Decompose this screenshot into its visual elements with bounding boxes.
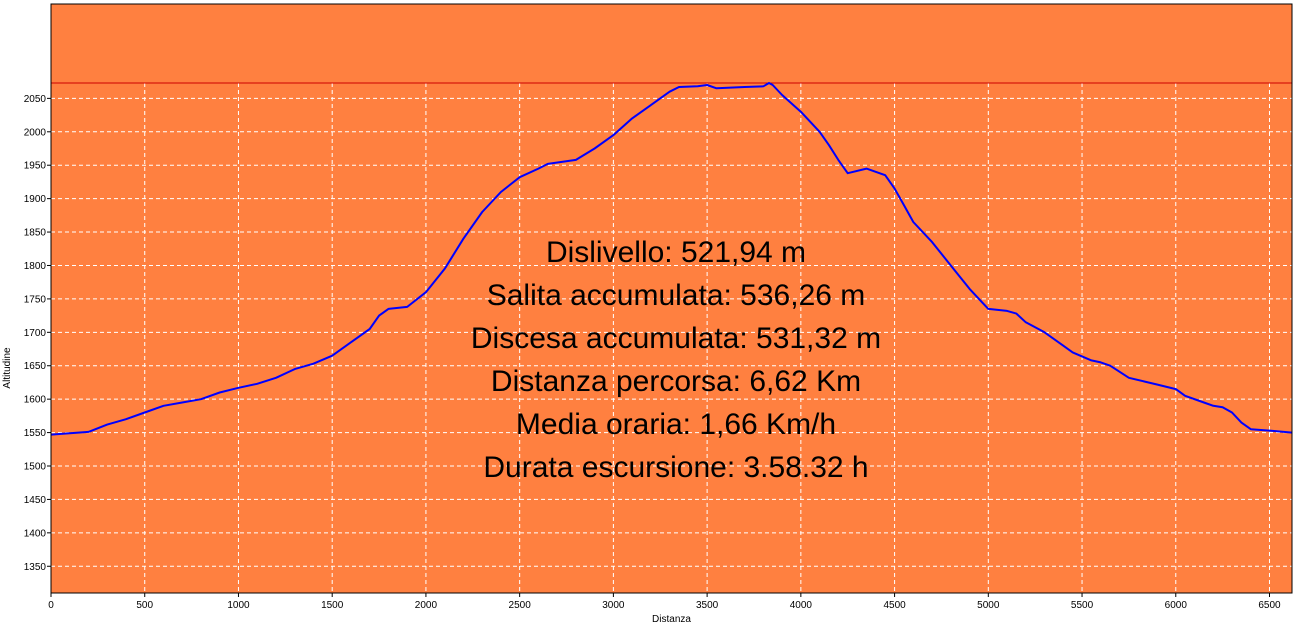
y-tick-label: 1800: [24, 261, 47, 272]
x-tick-label: 6000: [1165, 600, 1188, 611]
stats-line: Dislivello: 521,94 m: [546, 236, 806, 269]
x-axis-label: Distanza: [652, 614, 691, 625]
x-tick-label: 2500: [509, 600, 532, 611]
y-tick-label: 1900: [24, 194, 47, 205]
y-tick-label: 1700: [24, 328, 47, 339]
stats-line: Media oraria: 1,66 Km/h: [516, 408, 836, 441]
y-tick-label: 1500: [24, 462, 47, 473]
y-tick-label: 1400: [24, 528, 47, 539]
y-tick-label: 2000: [24, 127, 47, 138]
stats-line: Discesa accumulata: 531,32 m: [471, 322, 881, 355]
x-tick-label: 500: [136, 600, 153, 611]
stats-line: Durata escursione: 3.58.32 h: [483, 451, 868, 484]
x-tick-label: 3000: [602, 600, 625, 611]
y-tick-label: 1750: [24, 294, 47, 305]
stats-line: Salita accumulata: 536,26 m: [487, 279, 866, 312]
y-tick-label: 1450: [24, 495, 47, 506]
x-tick-label: 6500: [1258, 600, 1281, 611]
x-tick-label: 1500: [321, 600, 344, 611]
elevation-line: [50, 82, 1293, 436]
y-tick-label: 2050: [24, 94, 47, 105]
x-tick-label: 4500: [883, 600, 906, 611]
y-tick-label: 1350: [24, 562, 47, 573]
x-tick-label: 1000: [227, 600, 250, 611]
y-tick-label: 1950: [24, 161, 47, 172]
x-tick-label: 5500: [1071, 600, 1094, 611]
y-tick-label: 1850: [24, 228, 47, 239]
y-tick-label: 1600: [24, 395, 47, 406]
x-tick-label: 2000: [415, 600, 438, 611]
x-tick-label: 3500: [696, 600, 719, 611]
stats-line: Distanza percorsa: 6,62 Km: [491, 365, 861, 398]
x-tick-label: 4000: [790, 600, 813, 611]
x-tick-label: 5000: [977, 600, 1000, 611]
y-tick-label: 1650: [24, 361, 47, 372]
y-axis-label: Altitudine: [2, 347, 13, 389]
y-tick-label: 1550: [24, 428, 47, 439]
x-tick-label: 0: [48, 600, 54, 611]
